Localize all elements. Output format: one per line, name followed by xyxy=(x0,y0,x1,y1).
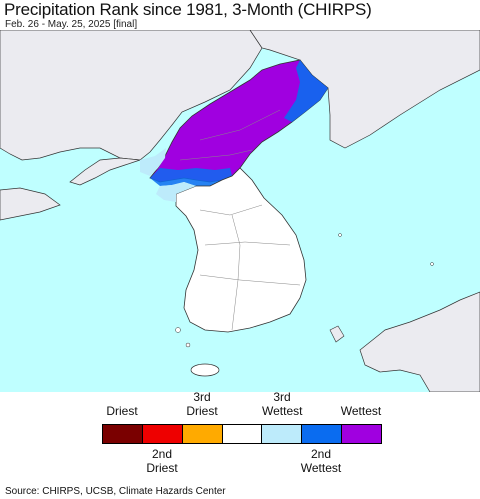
wet-zone-coast-light xyxy=(140,148,166,176)
shandong-coast xyxy=(0,187,61,221)
map-panel xyxy=(0,30,480,392)
page-title: Precipitation Rank since 1981, 3-Month (… xyxy=(4,0,372,19)
south-korea-land xyxy=(175,167,307,333)
japan-land xyxy=(359,291,480,392)
legend-label-3rd-driest: 3rd Driest xyxy=(186,390,218,418)
legend-label-2nd-driest: 2nd Driest xyxy=(146,447,178,475)
precipitation-map xyxy=(0,30,480,392)
china-land xyxy=(0,30,263,161)
legend-swatch-2nd-driest xyxy=(142,425,183,443)
legend-swatch-2nd-wettest xyxy=(302,425,343,443)
province-lines xyxy=(179,109,301,331)
source-credit: Source: CHIRPS, UCSB, Climate Hazards Ce… xyxy=(5,486,226,497)
legend-swatch-normal xyxy=(222,425,263,443)
wet-zone-northeast xyxy=(284,60,328,122)
legend-label-wettest: Wettest xyxy=(340,404,382,418)
date-range-subtitle: Feb. 26 - May. 25, 2025 [final] xyxy=(5,19,138,30)
legend-swatch-3rd-wettest xyxy=(262,425,303,443)
islet xyxy=(175,327,181,333)
russia-land xyxy=(249,30,480,149)
islet xyxy=(338,233,342,237)
legend-swatch-wettest xyxy=(342,425,382,443)
legend-label-3rd-wettest: 3rd Wettest xyxy=(262,390,303,418)
liaodong-peninsula xyxy=(69,157,141,186)
south-korea-border-wet xyxy=(156,182,196,202)
legend-swatch-driest xyxy=(103,425,143,443)
legend-label-driest: Driest xyxy=(106,404,138,418)
legend-label-2nd-wettest: 2nd Wettest xyxy=(300,447,342,475)
islet xyxy=(185,342,191,348)
legend-swatch-3rd-driest xyxy=(182,425,223,443)
wet-zone-west xyxy=(150,168,232,186)
legend-color-bar xyxy=(102,424,382,444)
tsushima-island xyxy=(329,325,345,343)
islet xyxy=(430,262,434,266)
jeju-island xyxy=(190,363,220,377)
